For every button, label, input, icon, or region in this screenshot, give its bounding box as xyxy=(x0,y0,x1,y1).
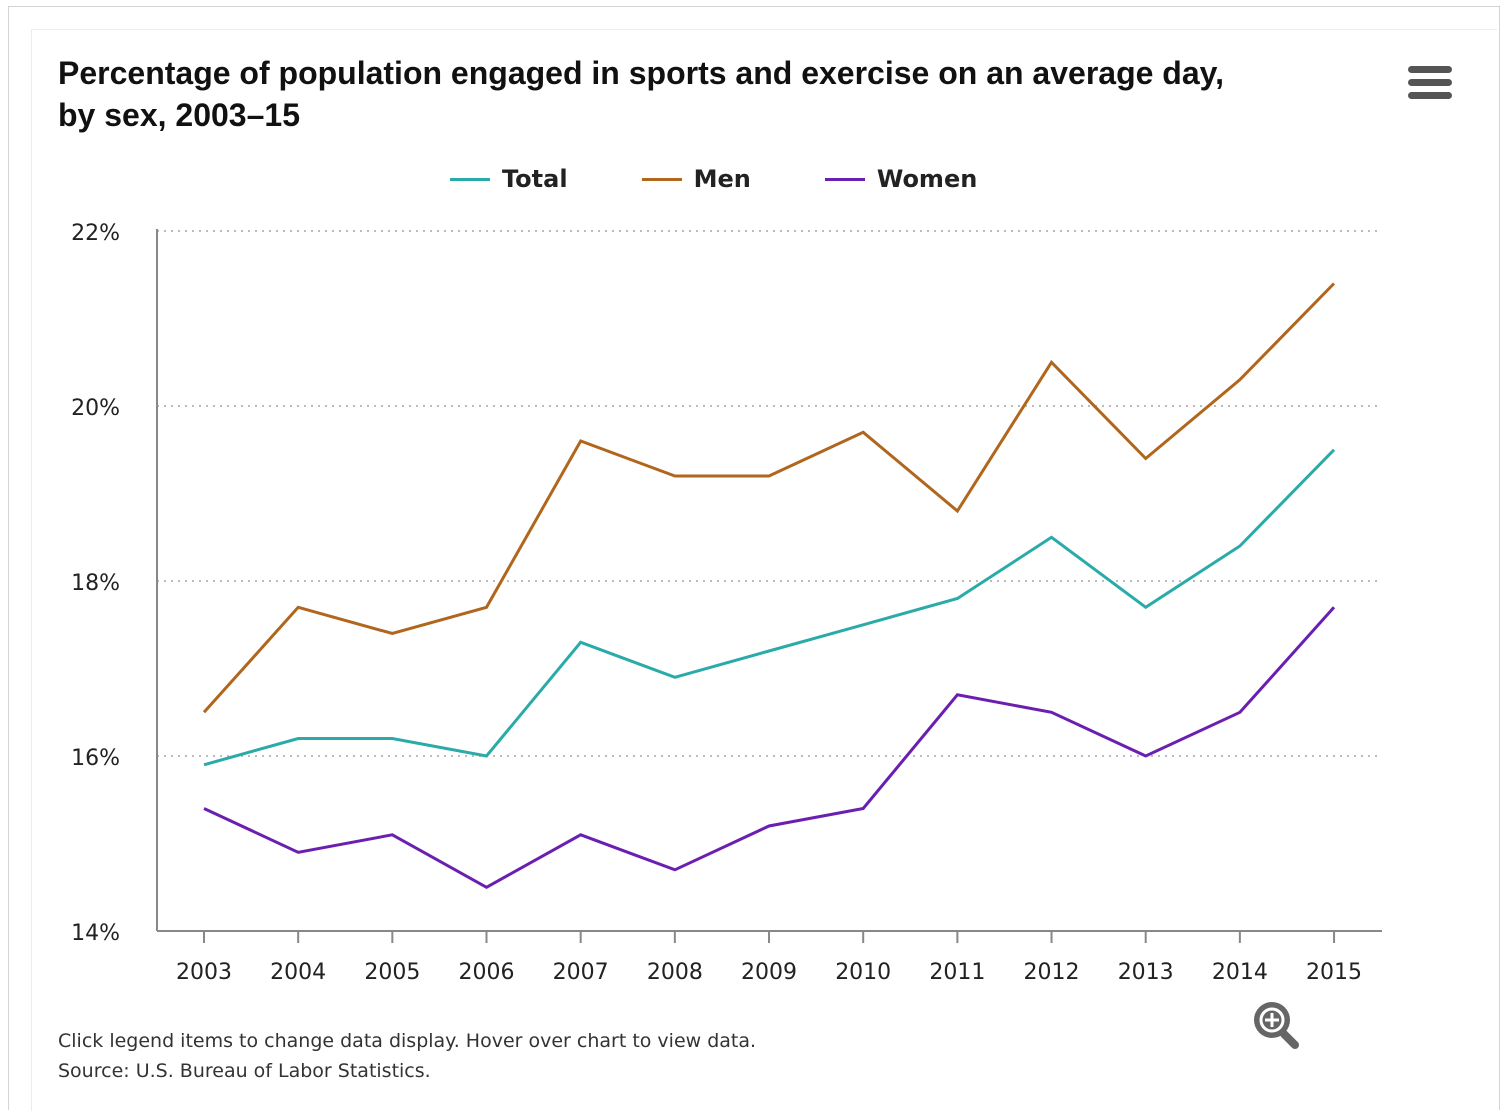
x-tick-label: 2003 xyxy=(176,960,232,985)
data-point-men[interactable] xyxy=(1140,453,1152,465)
data-point-women[interactable] xyxy=(575,829,587,841)
zoom-in-icon-graphic xyxy=(1254,1002,1299,1049)
legend-swatch-men xyxy=(641,177,682,181)
chart-source: Source: U.S. Bureau of Labor Statistics. xyxy=(58,1060,431,1082)
y-tick-label: 18% xyxy=(71,571,120,596)
legend-label-men: Men xyxy=(693,165,751,193)
data-point-men[interactable] xyxy=(386,628,398,640)
x-tick-label: 2014 xyxy=(1212,960,1268,985)
legend-label-women: Women xyxy=(876,165,978,193)
data-point-men[interactable] xyxy=(857,426,869,438)
x-tick-label: 2004 xyxy=(270,960,326,985)
data-point-men[interactable] xyxy=(198,706,210,718)
x-tick-label: 2006 xyxy=(459,960,515,985)
x-tick-label: 2012 xyxy=(1024,960,1080,985)
legend-item-men[interactable]: Men xyxy=(641,165,751,193)
menu-bar xyxy=(1408,92,1452,99)
data-point-men[interactable] xyxy=(1046,356,1058,368)
legend-item-total[interactable]: Total xyxy=(450,165,568,193)
x-tick-label: 2009 xyxy=(741,960,797,985)
x-tick-label: 2013 xyxy=(1118,960,1174,985)
data-point-total[interactable] xyxy=(292,733,304,745)
data-point-women[interactable] xyxy=(763,820,775,832)
menu-bar xyxy=(1408,79,1452,86)
data-point-women[interactable] xyxy=(481,881,493,893)
data-point-total[interactable] xyxy=(386,733,398,745)
y-tick-label: 14% xyxy=(71,921,120,946)
chart-title: Percentage of population engaged in spor… xyxy=(58,52,1358,136)
data-point-men[interactable] xyxy=(763,470,775,482)
chart-instructions: Click legend items to change data displa… xyxy=(58,1030,757,1052)
data-point-total[interactable] xyxy=(857,619,869,631)
x-tick-label: 2011 xyxy=(929,960,985,985)
data-point-total[interactable] xyxy=(1046,531,1058,543)
data-point-women[interactable] xyxy=(1328,601,1340,613)
zoom-in-icon[interactable] xyxy=(1248,998,1300,1050)
hamburger-menu-icon[interactable] xyxy=(1408,66,1452,106)
x-tick-label: 2005 xyxy=(364,960,420,985)
chart-frame xyxy=(8,6,1500,1111)
data-point-men[interactable] xyxy=(1234,374,1246,386)
data-point-total[interactable] xyxy=(575,636,587,648)
chart-title-line-1: Percentage of population engaged in spor… xyxy=(58,55,1224,91)
legend-item-women[interactable]: Women xyxy=(824,165,978,193)
data-point-women[interactable] xyxy=(1140,750,1152,762)
series-line-total[interactable] xyxy=(203,448,1336,767)
data-point-total[interactable] xyxy=(1234,540,1246,552)
y-tick-label: 16% xyxy=(71,746,120,771)
series-line-men[interactable] xyxy=(202,282,1336,714)
data-point-men[interactable] xyxy=(951,505,963,517)
chart-title-line-2: by sex, 2003–15 xyxy=(58,97,300,133)
data-point-women[interactable] xyxy=(951,689,963,701)
data-point-women[interactable] xyxy=(386,829,398,841)
data-point-women[interactable] xyxy=(198,803,210,815)
y-tick-label: 22% xyxy=(71,221,120,246)
menu-bar xyxy=(1408,66,1452,73)
data-point-men[interactable] xyxy=(575,435,587,447)
series-line-women[interactable] xyxy=(203,606,1336,890)
data-point-total[interactable] xyxy=(198,759,210,771)
data-point-total[interactable] xyxy=(951,593,963,605)
legend: Total Men Women xyxy=(450,162,977,196)
data-point-total[interactable] xyxy=(1328,444,1340,456)
chart-container xyxy=(31,29,1497,1111)
x-tick-label: 2008 xyxy=(647,960,703,985)
legend-label-total: Total xyxy=(502,165,568,193)
data-point-total[interactable] xyxy=(1140,601,1152,613)
data-point-women[interactable] xyxy=(1046,706,1058,718)
line-chart[interactable]: 14% 16% 18% 20% 22% 2003 2004 2005 2006 2007 2008 2… xyxy=(0,0,1504,1010)
x-tick-label: 2010 xyxy=(835,960,891,985)
data-point-women[interactable] xyxy=(857,803,869,815)
data-point-total[interactable] xyxy=(481,750,493,762)
x-tick-label: 2007 xyxy=(553,960,609,985)
data-point-men[interactable] xyxy=(292,601,304,613)
data-point-men[interactable] xyxy=(669,470,681,482)
data-point-women[interactable] xyxy=(1234,706,1246,718)
data-point-total[interactable] xyxy=(669,671,681,683)
y-tick-label: 20% xyxy=(71,396,120,421)
data-point-men[interactable] xyxy=(1328,278,1340,290)
data-point-women[interactable] xyxy=(292,846,304,858)
data-point-women[interactable] xyxy=(669,864,681,876)
data-point-men[interactable] xyxy=(481,601,493,613)
x-tick-label: 2015 xyxy=(1306,960,1362,985)
data-point-total[interactable] xyxy=(763,645,775,657)
legend-swatch-total xyxy=(450,177,490,181)
legend-swatch-women xyxy=(824,177,865,181)
